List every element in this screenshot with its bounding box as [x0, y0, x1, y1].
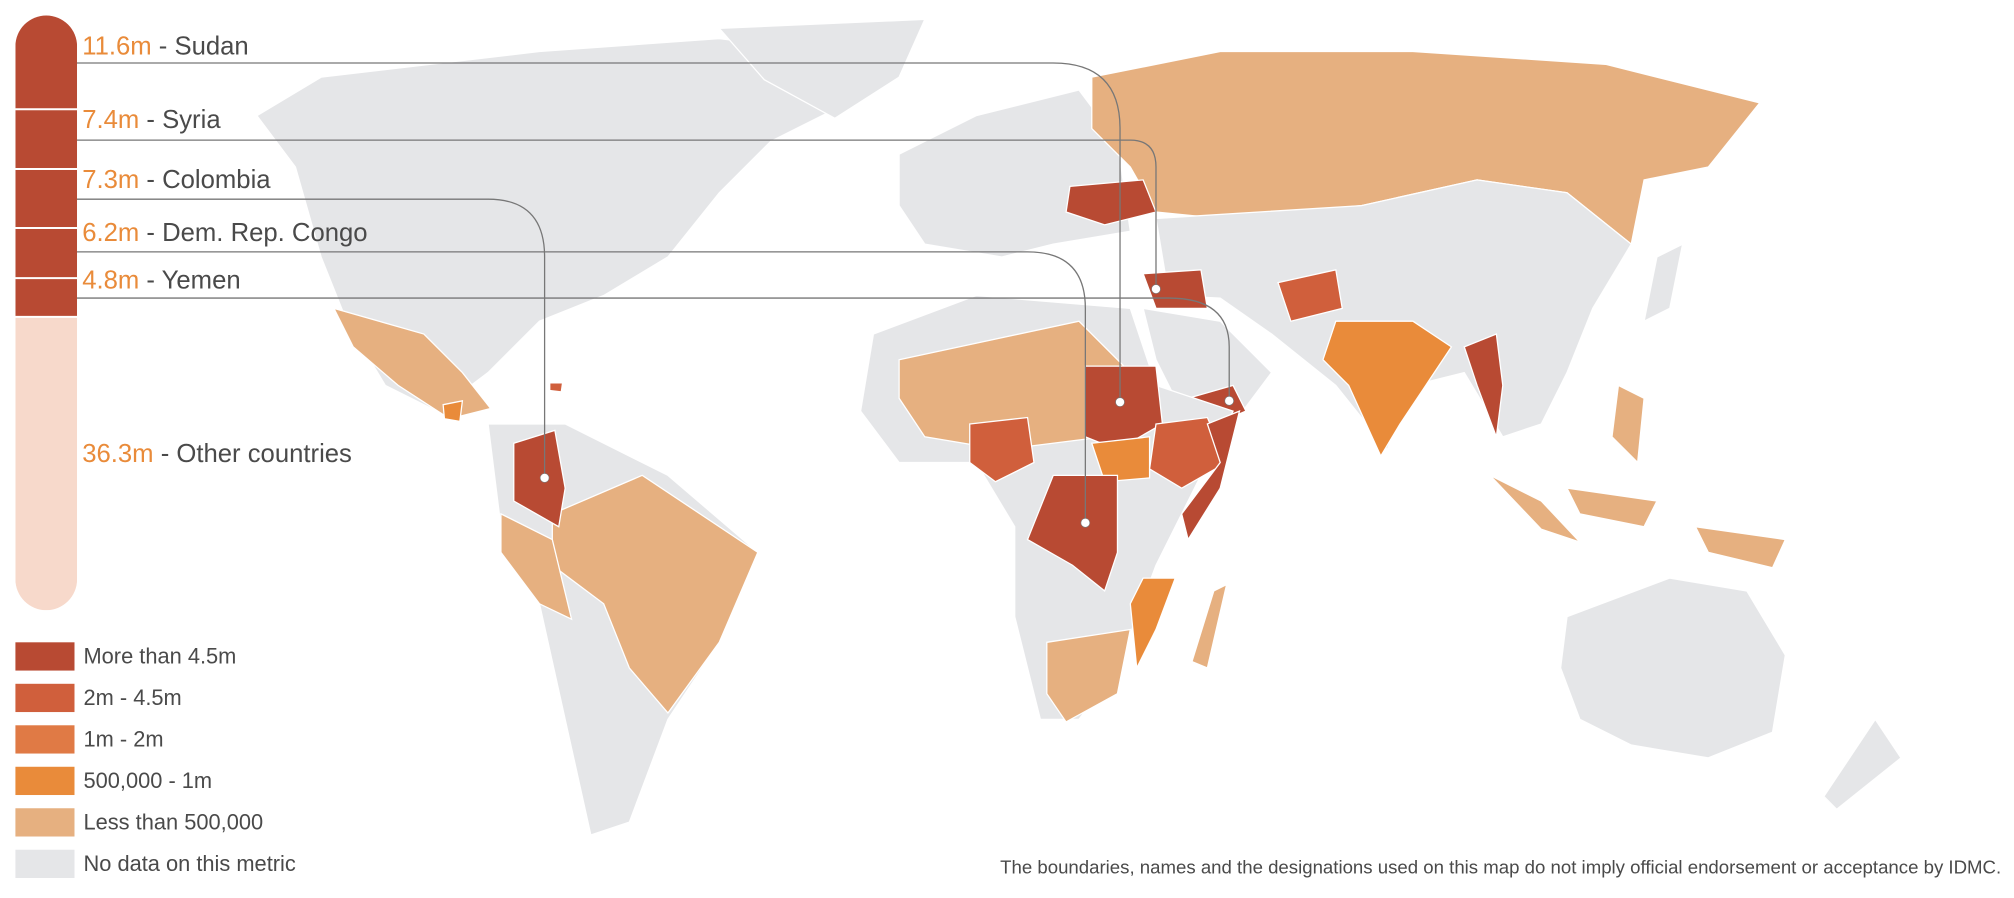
segment-name: - Sudan [159, 32, 249, 60]
segment-name: - Yemen [146, 266, 240, 294]
leader-line [51, 139, 1157, 290]
country-dot [539, 473, 550, 483]
footnote: The boundaries, names and the designatio… [1000, 857, 2001, 878]
segment-label: 11.6m - Sudan [82, 32, 249, 60]
myanmar [1463, 333, 1504, 438]
legend-swatch [15, 849, 75, 879]
segment-value: 6.2m [82, 219, 139, 247]
bar-segment [15, 109, 78, 170]
legend-swatch [15, 725, 75, 754]
segment-value: 4.8m [82, 266, 139, 294]
afghanistan [1277, 269, 1343, 322]
colombia [513, 429, 566, 528]
legend-label: 2m - 4.5m [83, 685, 181, 710]
nigeria [969, 416, 1035, 483]
dr-congo [1026, 474, 1119, 593]
segment-label: 7.4m - Syria [82, 106, 221, 134]
country-dot [1224, 396, 1235, 406]
bar-segment [15, 316, 78, 611]
segment-value: 7.4m [82, 106, 139, 134]
legend-label: 1m - 2m [83, 726, 163, 751]
distribution-bar [15, 15, 78, 611]
land [1559, 577, 1787, 759]
peru [500, 512, 573, 621]
country-dot [1115, 397, 1125, 407]
central-america [442, 400, 464, 423]
country-dot [1080, 518, 1091, 528]
world-map [255, 18, 1902, 836]
leader-lines [51, 62, 1235, 528]
segment-label: 7.3m - Colombia [82, 166, 271, 194]
ukraine [1065, 179, 1157, 226]
bar-segment [15, 169, 78, 229]
mozambique [1129, 577, 1177, 671]
legend-swatch [15, 683, 75, 713]
segment-label: 4.8m - Yemen [82, 266, 240, 294]
segment-value: 7.3m [82, 166, 139, 194]
distribution-labels: 11.6m - Sudan 7.4m - Syria 7.3m - Colombia… [82, 32, 367, 467]
land [1643, 242, 1684, 323]
haiti [549, 382, 564, 393]
segment-name: - Colombia [146, 166, 271, 194]
leader-line [51, 297, 1230, 401]
land [1823, 718, 1902, 811]
segment-name: - Syria [146, 106, 221, 134]
madagascar [1191, 583, 1228, 669]
philippines [1611, 384, 1645, 464]
legend-swatch [15, 642, 75, 671]
leader-line [51, 62, 1121, 403]
segment-name: - Other countries [161, 440, 352, 468]
bar-segment [15, 278, 78, 317]
bar-segment [15, 228, 78, 279]
somalia [1180, 410, 1241, 542]
country-dot [1151, 284, 1161, 294]
legend-label: More than 4.5m [83, 643, 236, 668]
ethiopia [1148, 416, 1228, 489]
brazil [551, 474, 759, 714]
land [717, 18, 926, 120]
segment-value: 36.3m [82, 440, 153, 468]
segment-name: - Dem. Rep. Congo [146, 219, 367, 247]
land [1155, 179, 1633, 451]
india [1322, 320, 1453, 458]
sahel [898, 320, 1132, 451]
legend-label: Less than 500,000 [83, 809, 263, 834]
legend-swatch [15, 766, 75, 796]
legend: More than 4.5m 2m - 4.5m 1m - 2m 500,000 - … [15, 642, 296, 879]
leader-line [51, 251, 1086, 523]
land [898, 89, 1132, 258]
segment-label: 6.2m - Dem. Rep. Congo [82, 219, 367, 247]
legend-label: No data on this metric [83, 851, 295, 876]
southern-africa [1046, 628, 1132, 723]
bar-segment [15, 15, 78, 110]
mexico [332, 307, 492, 420]
legend-label: 500,000 - 1m [83, 768, 212, 793]
segment-label: 36.3m - Other countries [82, 440, 352, 468]
south-sudan [1090, 436, 1151, 483]
legend-swatch [15, 808, 75, 837]
indonesia [1489, 474, 1787, 569]
segment-value: 11.6m [82, 32, 151, 60]
